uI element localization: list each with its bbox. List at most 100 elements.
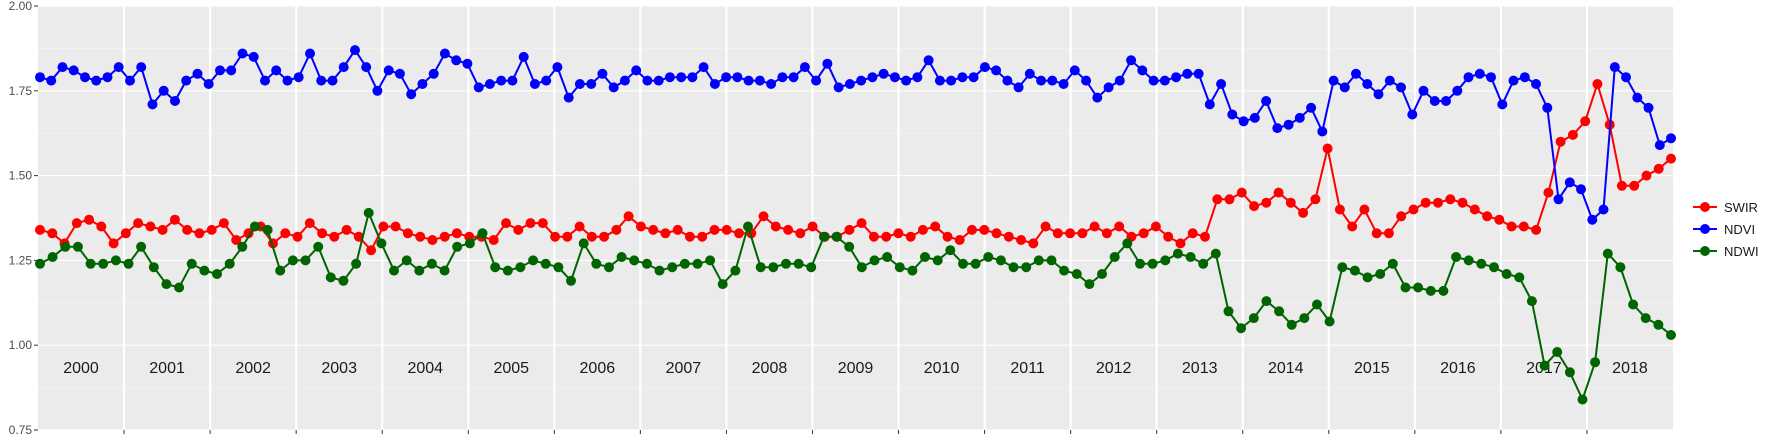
data-point-swir bbox=[574, 221, 585, 232]
data-point-swir bbox=[550, 231, 561, 242]
data-point-ndvi bbox=[754, 75, 765, 86]
data-point-ndwi bbox=[1097, 269, 1107, 279]
data-point-ndvi bbox=[1036, 75, 1047, 86]
data-point-swir bbox=[1310, 194, 1321, 205]
data-point-ndvi bbox=[833, 82, 844, 93]
year-label: 2011 bbox=[1010, 360, 1045, 377]
data-point-ndwi bbox=[224, 258, 235, 269]
data-point-swir bbox=[734, 228, 744, 239]
data-point-swir bbox=[1322, 143, 1333, 154]
data-point-ndwi bbox=[452, 241, 463, 252]
data-point-swir bbox=[1457, 197, 1468, 208]
data-point-ndvi bbox=[991, 65, 1002, 76]
data-point-ndvi bbox=[1081, 75, 1092, 86]
data-point-ndwi bbox=[578, 238, 589, 249]
data-point-swir bbox=[1224, 194, 1235, 205]
legend-label-ndvi: NDVI bbox=[1724, 222, 1755, 237]
data-point-ndwi bbox=[553, 262, 564, 273]
data-point-swir bbox=[1016, 235, 1027, 245]
data-point-swir bbox=[513, 224, 524, 235]
data-point-ndvi bbox=[80, 72, 90, 83]
data-point-ndwi bbox=[338, 275, 349, 286]
data-point-swir bbox=[1089, 221, 1100, 232]
data-point-swir bbox=[157, 224, 168, 235]
data-point-ndwi bbox=[1236, 323, 1247, 334]
data-point-ndwi bbox=[174, 282, 185, 293]
data-point-swir bbox=[427, 235, 438, 245]
data-point-ndvi bbox=[282, 75, 293, 86]
data-point-swir bbox=[415, 231, 426, 242]
data-point-ndwi bbox=[793, 258, 804, 269]
data-point-swir bbox=[611, 224, 622, 235]
data-point-ndvi bbox=[1362, 79, 1373, 89]
year-label: 2001 bbox=[149, 360, 185, 377]
data-point-ndvi bbox=[1373, 89, 1384, 100]
data-point-ndvi bbox=[1418, 85, 1429, 96]
data-point-ndvi bbox=[383, 65, 394, 76]
data-point-swir bbox=[1408, 204, 1419, 215]
data-point-swir bbox=[1469, 204, 1480, 215]
data-point-ndvi bbox=[664, 72, 675, 83]
data-point-swir bbox=[795, 228, 806, 239]
data-point-ndvi bbox=[1171, 72, 1182, 83]
data-point-swir bbox=[1273, 187, 1284, 198]
data-point-ndvi bbox=[631, 65, 642, 76]
data-point-swir bbox=[1347, 221, 1358, 232]
data-point-ndvi bbox=[417, 79, 428, 89]
data-point-ndwi bbox=[540, 258, 551, 269]
legend-label-swir: SWIR bbox=[1724, 200, 1758, 215]
data-point-ndwi bbox=[730, 265, 741, 276]
data-point-swir bbox=[991, 228, 1002, 239]
data-point-swir bbox=[979, 224, 990, 235]
legend-label-ndwi: NDWI bbox=[1724, 244, 1759, 259]
data-point-swir bbox=[145, 221, 156, 232]
year-label: 2009 bbox=[838, 360, 874, 377]
data-point-swir bbox=[169, 214, 180, 225]
data-point-ndwi bbox=[60, 241, 71, 252]
data-point-ndwi bbox=[1387, 258, 1398, 269]
data-point-swir bbox=[967, 224, 977, 235]
data-point-ndwi bbox=[654, 265, 665, 276]
data-point-ndwi bbox=[477, 228, 488, 239]
data-point-ndwi bbox=[932, 255, 943, 266]
year-label: 2002 bbox=[235, 360, 271, 377]
data-point-ndvi bbox=[1621, 72, 1631, 83]
data-point-ndvi bbox=[1249, 112, 1260, 123]
data-point-swir bbox=[1175, 238, 1186, 249]
data-point-swir bbox=[1383, 228, 1394, 239]
data-point-ndwi bbox=[1210, 248, 1221, 259]
data-point-ndvi bbox=[1283, 119, 1294, 130]
data-point-ndwi bbox=[629, 255, 640, 266]
data-point-swir bbox=[635, 221, 646, 232]
data-point-ndvi bbox=[305, 48, 315, 59]
data-point-ndvi bbox=[1339, 82, 1350, 93]
year-label: 2003 bbox=[321, 360, 357, 377]
data-point-ndwi bbox=[1590, 357, 1601, 368]
data-point-swir bbox=[709, 224, 720, 235]
data-point-ndvi bbox=[1441, 96, 1451, 106]
data-point-ndvi bbox=[1092, 92, 1103, 103]
data-point-ndwi bbox=[1349, 265, 1360, 276]
data-point-ndvi bbox=[1058, 79, 1069, 89]
y-tick-label: 0.75 bbox=[9, 423, 33, 437]
year-label: 2012 bbox=[1096, 360, 1132, 377]
data-point-swir bbox=[292, 231, 303, 242]
data-point-swir bbox=[1359, 204, 1370, 215]
data-point-ndwi bbox=[1489, 262, 1499, 273]
data-point-ndvi bbox=[91, 75, 102, 86]
legend-key-swir bbox=[1700, 202, 1710, 212]
data-point-ndvi bbox=[1576, 184, 1586, 195]
y-tick-label: 2.00 bbox=[9, 0, 33, 13]
data-point-ndwi bbox=[781, 258, 791, 269]
data-point-swir bbox=[1494, 214, 1505, 225]
data-point-ndwi bbox=[1577, 394, 1588, 405]
data-point-ndvi bbox=[518, 51, 529, 62]
data-point-ndvi bbox=[957, 72, 968, 83]
data-point-ndwi bbox=[1008, 262, 1019, 273]
y-tick-label: 1.25 bbox=[9, 253, 33, 267]
data-point-ndvi bbox=[496, 75, 507, 86]
data-point-ndvi bbox=[529, 79, 540, 89]
year-label: 2013 bbox=[1182, 360, 1218, 377]
data-point-ndvi bbox=[1272, 123, 1283, 134]
